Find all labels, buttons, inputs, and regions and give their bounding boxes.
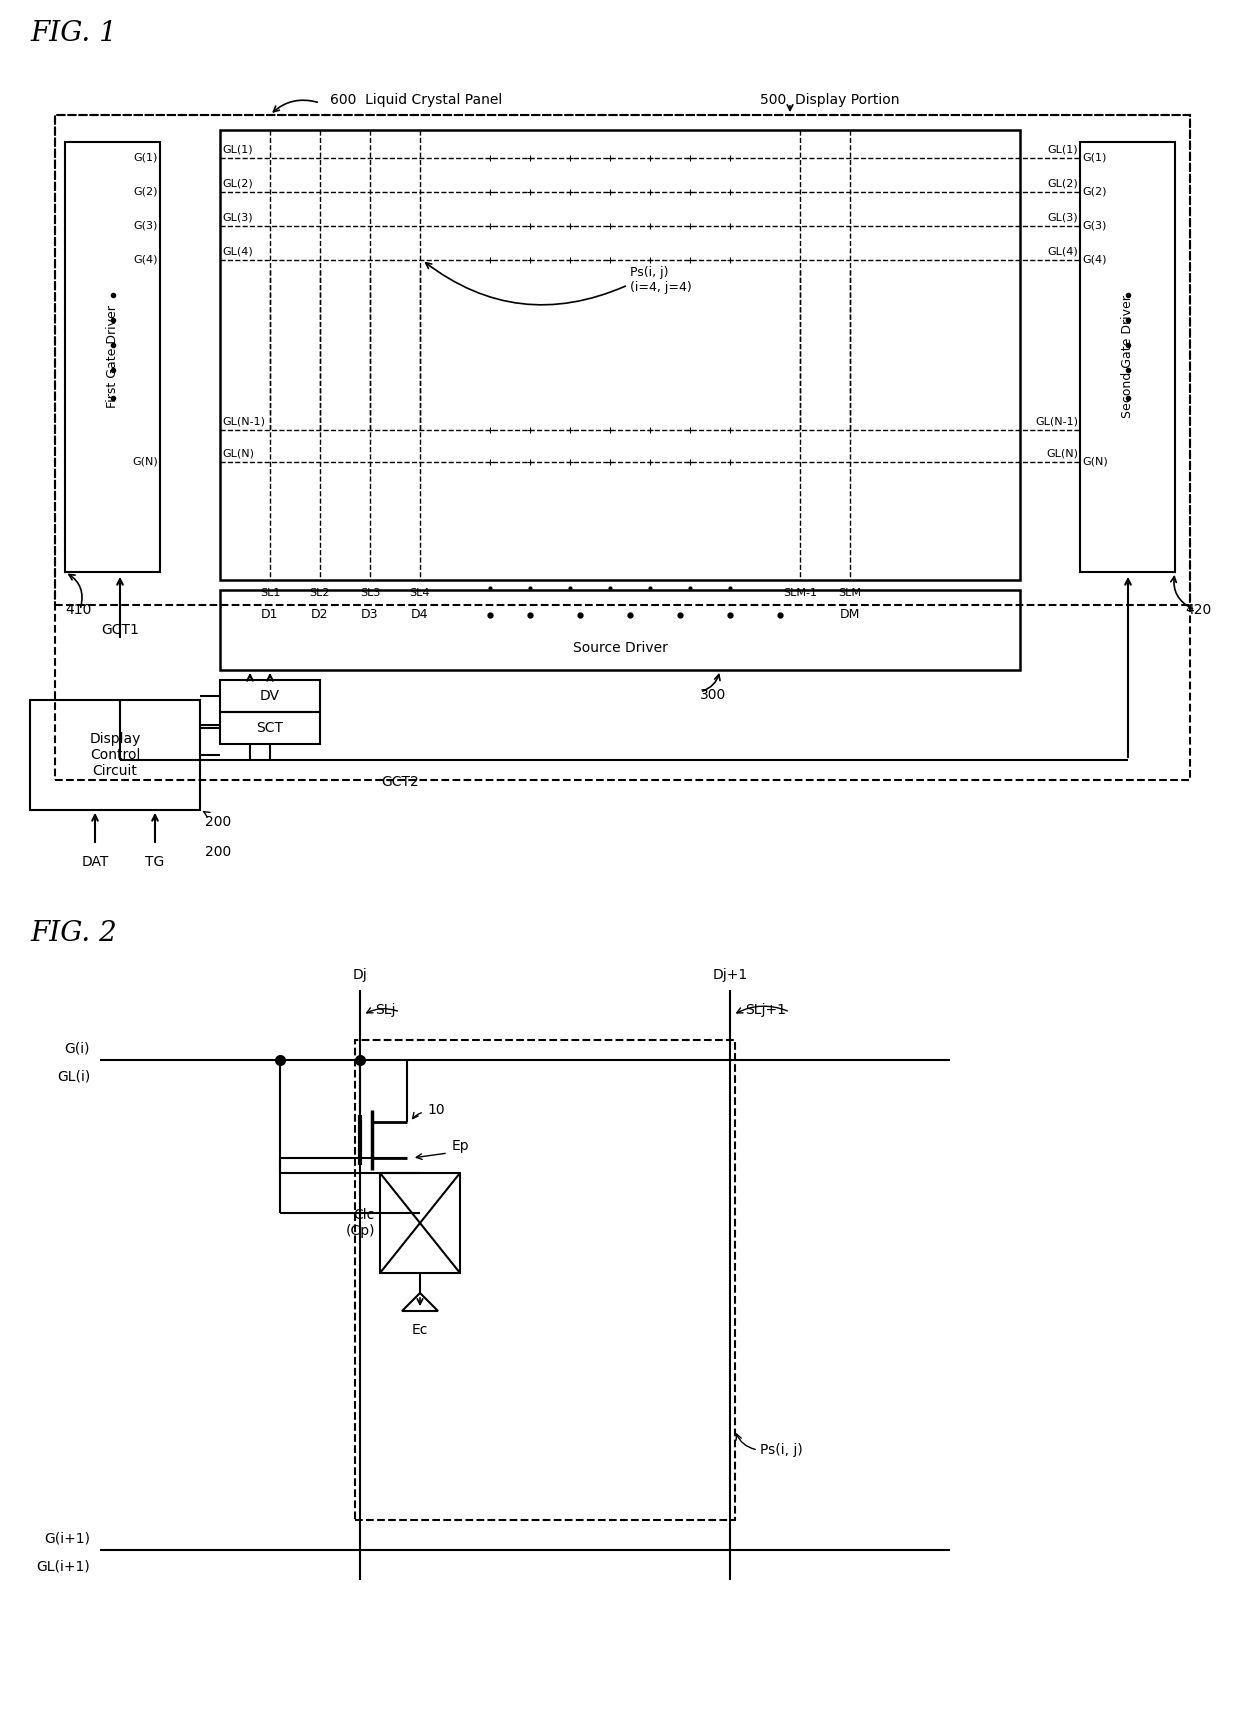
Text: 500  Display Portion: 500 Display Portion [760, 93, 899, 107]
Text: Ec: Ec [412, 1323, 428, 1337]
Text: G(3): G(3) [1083, 222, 1106, 230]
Text: 600  Liquid Crystal Panel: 600 Liquid Crystal Panel [330, 93, 502, 107]
Text: GL(3): GL(3) [222, 211, 253, 222]
Text: First Gate Driver: First Gate Driver [105, 306, 119, 409]
Text: Second Gate Driver: Second Gate Driver [1121, 295, 1135, 419]
Text: 10: 10 [427, 1103, 445, 1117]
Text: SLj+1: SLj+1 [745, 1003, 786, 1017]
Text: DV: DV [260, 689, 280, 703]
Text: FIG. 1: FIG. 1 [30, 21, 117, 46]
Bar [219, 711, 320, 744]
Text: Clc
(Cp): Clc (Cp) [346, 1208, 374, 1239]
Text: 420: 420 [1185, 603, 1211, 617]
Text: GL(N): GL(N) [222, 448, 254, 459]
Text: 300: 300 [701, 687, 727, 703]
Text: G(N): G(N) [1083, 457, 1107, 467]
Text: Source Driver: Source Driver [573, 641, 667, 655]
Text: Dj: Dj [352, 967, 367, 983]
Text: SCT: SCT [257, 722, 284, 735]
Text: GL(i+1): GL(i+1) [36, 1560, 91, 1574]
Text: G(i+1): G(i+1) [43, 1531, 91, 1544]
Text: GL(N-1): GL(N-1) [1035, 416, 1078, 426]
Text: GL(2): GL(2) [1048, 179, 1078, 187]
Text: DM: DM [839, 608, 861, 622]
Text: G(4): G(4) [134, 254, 157, 265]
Text: D2: D2 [311, 608, 329, 622]
Text: 200: 200 [205, 845, 231, 859]
Text: GL(1): GL(1) [222, 144, 253, 155]
Bar [219, 680, 320, 711]
Text: GCT1: GCT1 [102, 624, 139, 637]
Text: GL(3): GL(3) [1048, 211, 1078, 222]
Text: G(1): G(1) [1083, 153, 1106, 163]
Bar [1080, 143, 1176, 572]
Bar [30, 699, 200, 809]
Text: GL(1): GL(1) [1048, 144, 1078, 155]
Text: FIG. 2: FIG. 2 [30, 921, 117, 947]
Text: SL2: SL2 [310, 588, 330, 598]
Text: DAT: DAT [82, 856, 109, 869]
Bar [55, 115, 1190, 605]
Text: SL1: SL1 [260, 588, 280, 598]
Text: G(2): G(2) [134, 187, 157, 198]
Text: TG: TG [145, 856, 165, 869]
Text: D4: D4 [412, 608, 429, 622]
Text: Display
Control
Circuit: Display Control Circuit [89, 732, 140, 778]
Text: Ep: Ep [453, 1139, 470, 1153]
Text: GL(4): GL(4) [1048, 246, 1078, 256]
Text: G(4): G(4) [1083, 254, 1106, 265]
Bar [355, 1039, 735, 1520]
Text: SL4: SL4 [409, 588, 430, 598]
Bar [219, 589, 1021, 670]
Text: GL(i): GL(i) [57, 1070, 91, 1084]
Text: D1: D1 [262, 608, 279, 622]
Text: 410: 410 [64, 603, 92, 617]
Bar [219, 131, 1021, 581]
Text: SLM-1: SLM-1 [782, 588, 817, 598]
Bar [379, 1173, 460, 1273]
Text: SLj: SLj [374, 1003, 396, 1017]
Text: G(1): G(1) [134, 153, 157, 163]
Text: G(i): G(i) [64, 1041, 91, 1055]
Text: GCT2: GCT2 [381, 775, 419, 789]
Text: G(N): G(N) [133, 457, 157, 467]
Text: GL(4): GL(4) [222, 246, 253, 256]
Bar [64, 143, 160, 572]
Text: G(2): G(2) [1083, 187, 1106, 198]
Text: GL(N): GL(N) [1047, 448, 1078, 459]
Text: Ps(i, j): Ps(i, j) [760, 1443, 802, 1457]
Text: SL3: SL3 [360, 588, 381, 598]
Text: G(3): G(3) [134, 222, 157, 230]
Text: Dj+1: Dj+1 [712, 967, 748, 983]
Text: GL(2): GL(2) [222, 179, 253, 187]
Text: Ps(i, j)
(i=4, j=4): Ps(i, j) (i=4, j=4) [630, 266, 692, 294]
Text: 200: 200 [205, 814, 231, 830]
Text: SLM: SLM [838, 588, 862, 598]
Text: D3: D3 [361, 608, 378, 622]
Bar [55, 115, 1190, 780]
Text: GL(N-1): GL(N-1) [222, 416, 265, 426]
